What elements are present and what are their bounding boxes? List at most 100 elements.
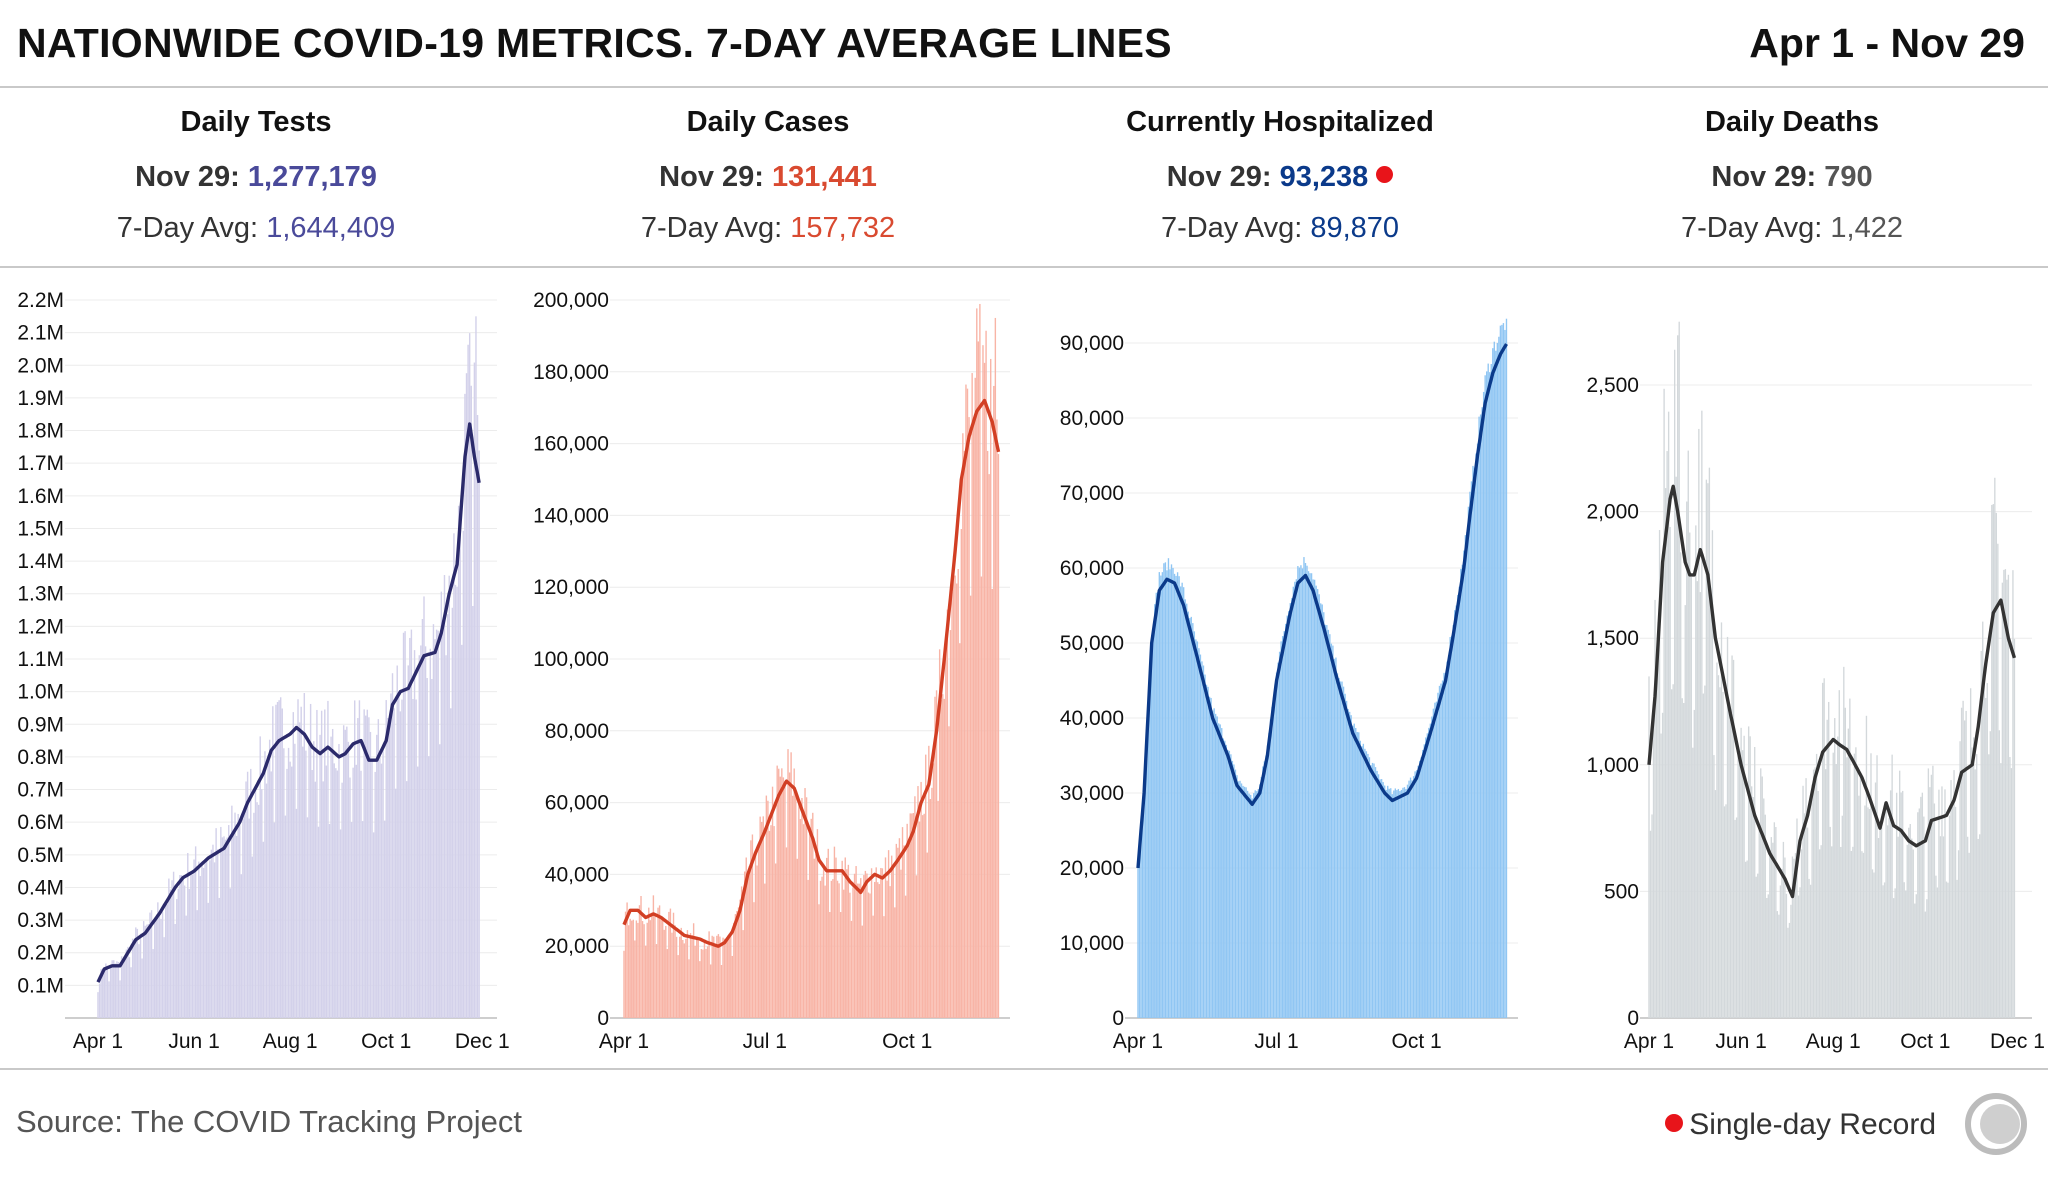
- cases-daily-bar: [788, 772, 791, 1018]
- hosp-daily-bar: [1394, 788, 1397, 1018]
- cases-daily-bar: [880, 867, 882, 1018]
- deaths-daily-bar: [1939, 836, 1942, 1018]
- y-tick-label: 80,000: [1060, 407, 1124, 430]
- tests-daily-bar: [165, 902, 167, 1018]
- hosp-avg-line: [1136, 343, 1508, 869]
- y-tick-label: 0: [597, 1007, 609, 1030]
- tests-daily-bar: [246, 771, 249, 1018]
- cases-daily-bar: [810, 818, 812, 1018]
- hosp-daily-bar: [1450, 635, 1453, 1018]
- x-tick-label: Oct 1: [1900, 1030, 1950, 1053]
- hosp-daily-bar: [1176, 572, 1179, 1018]
- tests-daily-bar: [404, 631, 406, 1018]
- cases-daily-bar: [866, 873, 868, 1018]
- deaths-daily-bar: [1769, 856, 1771, 1018]
- deaths-daily-bar: [2001, 582, 2004, 1018]
- deaths-daily-bar: [1667, 411, 1670, 1019]
- deaths-daily-bar: [1936, 887, 1939, 1018]
- deaths-daily-bar: [1764, 814, 1766, 1018]
- hosp-title: Currently Hospitalized: [1126, 106, 1434, 138]
- y-tick-label: 60,000: [1060, 557, 1124, 580]
- cases-daily-bars: [623, 303, 1000, 1019]
- tests-daily-bar: [292, 712, 294, 1018]
- cases-daily-bar: [873, 881, 876, 1018]
- hosp-daily-bar: [1440, 683, 1442, 1018]
- tests-daily-bar: [374, 771, 376, 1018]
- tests-daily-bar: [409, 637, 411, 1018]
- tests-daily-bar: [289, 761, 291, 1018]
- hosp-daily-bar: [1469, 491, 1471, 1019]
- hosp-daily-bar: [1157, 592, 1159, 1018]
- tests-daily-bar: [283, 748, 285, 1018]
- hosp-daily-bar: [1254, 790, 1256, 1018]
- deaths-daily-bar: [1840, 846, 1842, 1018]
- x-tick-label: Apr 1: [599, 1030, 649, 1053]
- tests-daily-bar: [146, 924, 148, 1018]
- deaths-daily-bar: [2013, 638, 2016, 1018]
- deaths-daily-bar: [1897, 836, 1899, 1018]
- deaths-daily-bar: [1770, 837, 1772, 1018]
- y-tick-label: 180,000: [533, 361, 609, 384]
- hosp-daily-bar: [1498, 336, 1500, 1019]
- hosp-daily-bar: [1455, 605, 1457, 1018]
- record-legend: Single-day Record: [1665, 1108, 1936, 1142]
- cases-daily-bar: [901, 827, 904, 1018]
- y-tick-label: 1.3M: [17, 583, 64, 606]
- cases-daily-bar: [674, 925, 676, 1018]
- deaths-daily-bar: [1886, 825, 1889, 1018]
- deaths-daily-bar: [1920, 796, 1922, 1018]
- hosp-daily-bar: [1344, 693, 1346, 1018]
- hosp-daily-bar: [1502, 323, 1505, 1018]
- cases-daily-bar: [700, 949, 703, 1018]
- hosp-daily-bar: [1348, 711, 1351, 1018]
- deaths-daily-bar: [1732, 659, 1735, 1018]
- cases-daily-bar: [668, 911, 670, 1018]
- deaths-daily-bar: [1737, 755, 1739, 1018]
- tests-daily-bar: [128, 957, 131, 1018]
- deaths-daily-bar: [1690, 577, 1692, 1018]
- deaths-daily-bar: [1651, 814, 1653, 1018]
- tests-daily-bar: [259, 736, 261, 1018]
- deaths-daily-bar: [1876, 755, 1878, 1018]
- deaths-daily-bar: [1710, 590, 1712, 1018]
- tests-daily-bar: [418, 655, 420, 1018]
- cases-daily-bar: [723, 938, 726, 1018]
- deaths-daily-bar: [1802, 785, 1804, 1018]
- deaths-daily-bar: [1683, 702, 1685, 1018]
- cases-daily-bar: [856, 883, 859, 1018]
- deaths-daily-bar: [1747, 726, 1750, 1018]
- tests-daily-bar: [224, 839, 227, 1018]
- tests-daily-bar: [100, 968, 102, 1018]
- hosp-daily-bar: [1472, 465, 1474, 1018]
- hosp-daily-bar: [1387, 785, 1389, 1018]
- cases-daily-bar: [864, 870, 867, 1018]
- y-tick-label: 0.6M: [17, 811, 64, 834]
- hosp-daily-bar: [1269, 719, 1272, 1018]
- deaths-daily-bars: [1648, 321, 2016, 1019]
- deaths-daily-bar: [1880, 826, 1883, 1018]
- y-tick-label: 40,000: [545, 863, 609, 886]
- deaths-daily-bar: [1918, 808, 1920, 1018]
- cases-daily-bar: [703, 940, 706, 1018]
- deaths-daily-bar: [1852, 846, 1854, 1018]
- hosp-daily-bar: [1441, 680, 1444, 1018]
- hosp-daily-bar: [1315, 585, 1317, 1018]
- tests-daily-bar: [215, 828, 217, 1018]
- x-tick-label: Jun 1: [1715, 1030, 1766, 1053]
- tests-daily-bar: [220, 826, 222, 1018]
- cases-daily-bar: [914, 796, 916, 1018]
- tests-daily-bar: [273, 822, 276, 1018]
- hosp-daily-bar: [1367, 753, 1369, 1018]
- hosp-daily-bar: [1167, 558, 1170, 1018]
- hosp-daily-bar: [1195, 639, 1197, 1018]
- deaths-daily-bar: [1787, 927, 1789, 1018]
- cases-daily-bar: [641, 921, 644, 1018]
- tests-daily-bar: [166, 904, 169, 1018]
- tests-daily-bar: [401, 699, 403, 1018]
- hosp-daily-bar: [1431, 716, 1433, 1018]
- hosp-daily-bar: [1214, 713, 1217, 1018]
- deaths-daily-bar: [1695, 525, 1697, 1018]
- tests-daily-bar: [198, 861, 200, 1018]
- tests-daily-bar: [161, 911, 164, 1018]
- cases-daily-bar: [904, 895, 907, 1018]
